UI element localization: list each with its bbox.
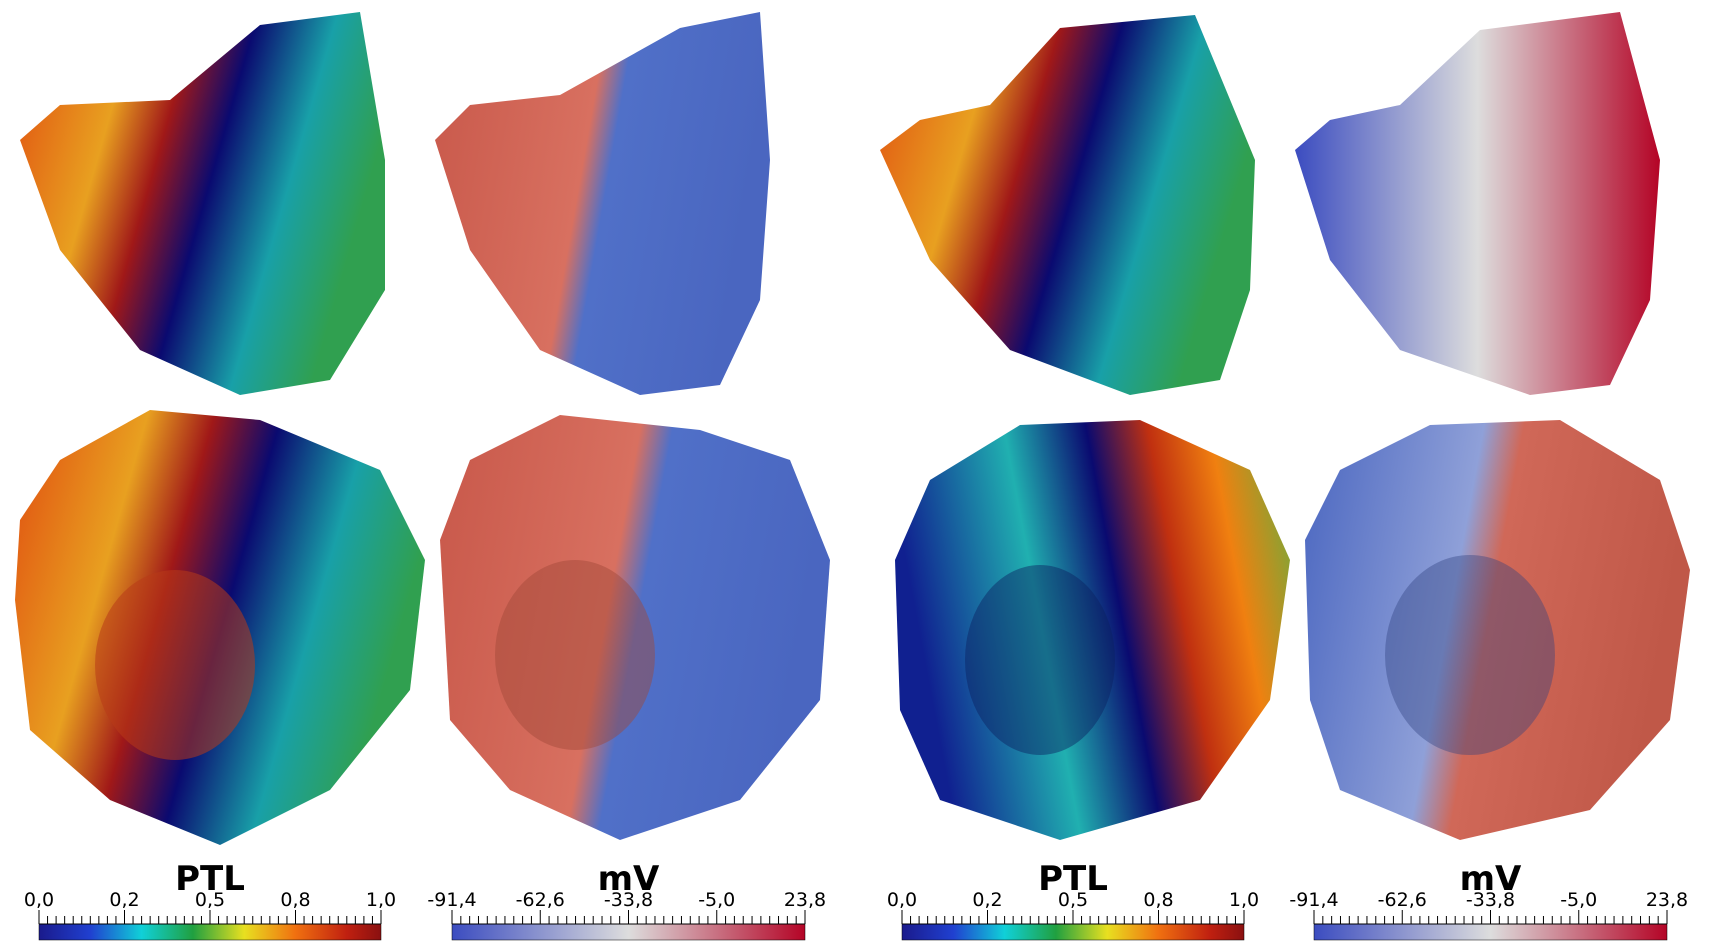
valve-hole — [95, 570, 255, 760]
colorbar-tick-label: -91,4 — [1289, 889, 1338, 911]
heart-mv-3 — [440, 415, 830, 840]
colorbar-title: PTL — [175, 859, 245, 899]
colorbar-tick-label: 0,8 — [1143, 889, 1173, 911]
colorbar-tick-label: 0,2 — [972, 889, 1002, 911]
colorbar: mV -91,4 -62,6 -33,8 -5,0 23,8 — [427, 859, 826, 941]
colorbar: PTL 0,0 0,2 0,5 0,8 1,0 — [887, 859, 1259, 941]
colorbar-tick-label: 0,5 — [195, 889, 225, 911]
colorbar-tick-label: -62,6 — [516, 889, 565, 911]
colorbar-gradient — [38, 923, 382, 941]
colorbar: PTL 0,0 0,2 0,5 0,8 1,0 — [24, 859, 396, 941]
valve-hole — [965, 565, 1115, 755]
colorbar-title: PTL — [1038, 859, 1108, 899]
colorbar-tick-label: 23,8 — [784, 889, 826, 911]
colorbar-tick-label: 0,2 — [109, 889, 139, 911]
heart-renderings — [15, 12, 1690, 845]
colorbar-tick-label: 1,0 — [1229, 889, 1259, 911]
colorbar-tick-label: -33,8 — [604, 889, 653, 911]
heart-mv-2 — [1295, 12, 1660, 395]
colorbar-tick-label: -5,0 — [698, 889, 735, 911]
colorbar-tick-label: -62,6 — [1378, 889, 1427, 911]
heart-mv-1 — [435, 12, 770, 395]
heart-ptl-1 — [20, 12, 385, 395]
colorbar-gradient — [451, 923, 806, 941]
colorbar-tick-label: -91,4 — [427, 889, 476, 911]
valve-hole — [1385, 555, 1555, 755]
valve-hole — [495, 560, 655, 750]
heart-ptl-4 — [895, 420, 1290, 840]
colorbar-tick-label: 23,8 — [1646, 889, 1688, 911]
heart-ptl-2 — [880, 15, 1255, 395]
colorbar-tick-label: 0,0 — [887, 889, 917, 911]
colorbar-gradient — [1313, 923, 1668, 941]
colorbar-tick-label: 0,8 — [280, 889, 310, 911]
colorbars: PTL 0,0 0,2 0,5 0,8 1,0 mV -91,4 -62,6 -33,8 -5,0 2… — [24, 859, 1688, 941]
colorbar-tick-label: 0,0 — [24, 889, 54, 911]
colorbar-gradient — [901, 923, 1245, 941]
colorbar-tick-label: -5,0 — [1560, 889, 1597, 911]
colorbar-tick-label: -33,8 — [1466, 889, 1515, 911]
heart-mv-4 — [1305, 420, 1690, 840]
colorbar: mV -91,4 -62,6 -33,8 -5,0 23,8 — [1289, 859, 1688, 941]
colorbar-title: mV — [1460, 859, 1522, 899]
colorbar-tick-label: 1,0 — [366, 889, 396, 911]
colorbar-tick-label: 0,5 — [1058, 889, 1088, 911]
colorbar-title: mV — [598, 859, 660, 899]
